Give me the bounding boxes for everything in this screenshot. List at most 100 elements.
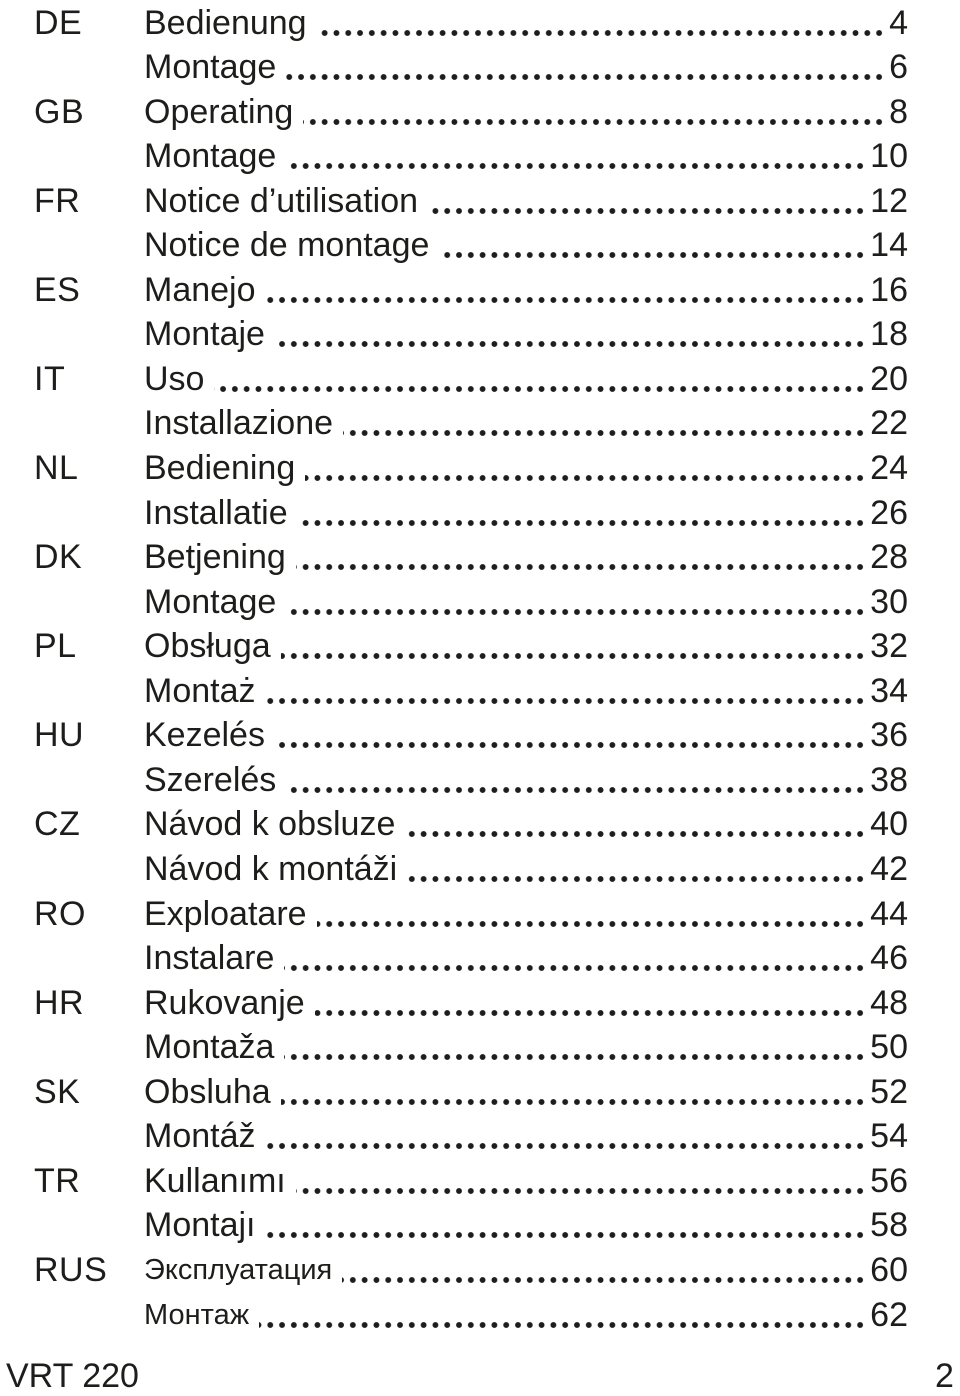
language-code: PL [34, 627, 77, 665]
toc-entry[interactable]: NL Bediening 24 [0, 446, 960, 490]
toc-entry[interactable]: Montaż 34 [0, 669, 960, 713]
dot-leader [266, 1232, 866, 1238]
dot-leader [439, 252, 866, 258]
dot-leader [405, 831, 866, 837]
toc-entry[interactable]: Installatie 26 [0, 491, 960, 535]
dot-leader [275, 742, 866, 748]
section-title[interactable]: Монтаж [144, 1293, 256, 1337]
section-title[interactable]: Installazione [144, 401, 340, 445]
toc-entry[interactable]: HR Rukovanje 48 [0, 981, 960, 1025]
toc-entry[interactable]: ES Manejo 16 [0, 268, 960, 312]
dot-leader [286, 163, 866, 169]
page-number: 10 [868, 134, 908, 178]
page-number: 4 [887, 1, 908, 45]
dot-leader [296, 1188, 866, 1194]
toc-entry[interactable]: Návod k montáži 42 [0, 847, 960, 891]
page-number: 60 [868, 1248, 908, 1292]
section-title[interactable]: Montaje [144, 312, 271, 356]
language-code: RO [34, 895, 86, 933]
page-number: 30 [868, 580, 908, 624]
section-title[interactable]: Betjening [144, 535, 292, 579]
toc-entry[interactable]: Szerelés 38 [0, 758, 960, 802]
section-title[interactable]: Montage [144, 134, 283, 178]
section-title[interactable]: Montage [144, 580, 283, 624]
section-title[interactable]: Kullanımı [144, 1159, 292, 1203]
toc-entry[interactable]: Монтаж 62 [0, 1293, 960, 1337]
page-number: 54 [868, 1114, 908, 1158]
toc-entry[interactable]: RO Exploatare 44 [0, 892, 960, 936]
dot-leader [407, 876, 866, 882]
page-number: 26 [868, 491, 908, 535]
dot-leader [284, 1054, 866, 1060]
section-title[interactable]: Installatie [144, 491, 294, 535]
section-title[interactable]: Montáž [144, 1114, 262, 1158]
page-number: 28 [868, 535, 908, 579]
dot-leader [303, 119, 885, 125]
section-title[interactable]: Montaža [144, 1025, 281, 1069]
section-title[interactable]: Návod k obsluze [144, 802, 402, 846]
toc-entry[interactable]: Instalare 46 [0, 936, 960, 980]
dot-leader [266, 698, 866, 704]
page-number: 50 [868, 1025, 908, 1069]
toc-entry[interactable]: Montaje 18 [0, 312, 960, 356]
page-number: 22 [868, 401, 908, 445]
page-number: 52 [868, 1070, 908, 1114]
language-code: HU [34, 716, 85, 754]
toc-entry[interactable]: TR Kullanımı 56 [0, 1159, 960, 1203]
toc-entry[interactable]: Montajı 58 [0, 1203, 960, 1247]
page-number: 46 [868, 936, 908, 980]
dot-leader [286, 787, 866, 793]
language-code: DK [34, 538, 83, 576]
toc-entry[interactable]: FR Notice d’utilisation 12 [0, 179, 960, 223]
toc-entry[interactable]: DK Betjening 28 [0, 535, 960, 579]
section-title[interactable]: Эксплуатация [144, 1248, 339, 1292]
dot-leader [317, 30, 885, 36]
dot-leader [281, 653, 866, 659]
section-title[interactable]: Exploatare [144, 892, 313, 936]
section-title[interactable]: Bediening [144, 446, 302, 490]
page-number: 8 [887, 90, 908, 134]
toc-entry[interactable]: CZ Návod k obsluze 40 [0, 802, 960, 846]
page-number: 34 [868, 669, 908, 713]
dot-leader [343, 430, 866, 436]
section-title[interactable]: Kezelés [144, 713, 271, 757]
toc-entry[interactable]: DE Bedienung 4 [0, 1, 960, 45]
language-code: FR [34, 182, 81, 220]
section-title[interactable]: Bedienung [144, 1, 313, 45]
toc-entry[interactable]: HU Kezelés 36 [0, 713, 960, 757]
toc-entry[interactable]: Notice de montage 14 [0, 223, 960, 267]
section-title[interactable]: Návod k montáži [144, 847, 404, 891]
section-title[interactable]: Obsługa [144, 624, 277, 668]
page-number: 42 [868, 847, 908, 891]
language-code: RUS [34, 1251, 108, 1289]
language-code: TR [34, 1162, 81, 1200]
toc-entry[interactable]: Montage 30 [0, 580, 960, 624]
section-title[interactable]: Montajı [144, 1203, 262, 1247]
toc-entry[interactable]: GB Operating 8 [0, 90, 960, 134]
toc-entry[interactable]: IT Uso 20 [0, 357, 960, 401]
language-code: IT [34, 360, 66, 398]
toc-entry[interactable]: RUS Эксплуатация 60 [0, 1248, 960, 1292]
section-title[interactable]: Notice de montage [144, 223, 436, 267]
toc-entry[interactable]: Montage 6 [0, 45, 960, 89]
toc-entry[interactable]: PL Obsługa 32 [0, 624, 960, 668]
section-title[interactable]: Operating [144, 90, 300, 134]
section-title[interactable]: Obsluha [144, 1070, 277, 1114]
toc-entry[interactable]: SK Obsluha 52 [0, 1070, 960, 1114]
footer-page-number: 2 [935, 1357, 954, 1395]
toc-entry[interactable]: Montage 10 [0, 134, 960, 178]
section-title[interactable]: Rukovanje [144, 981, 311, 1025]
section-title[interactable]: Notice d’utilisation [144, 179, 425, 223]
section-title[interactable]: Szerelés [144, 758, 283, 802]
page-number: 32 [868, 624, 908, 668]
section-title[interactable]: Uso [144, 357, 211, 401]
page-number: 18 [868, 312, 908, 356]
toc-entry[interactable]: Installazione 22 [0, 401, 960, 445]
section-title[interactable]: Montage [144, 45, 283, 89]
section-title[interactable]: Manejo [144, 268, 262, 312]
dot-leader [305, 475, 866, 481]
toc-entry[interactable]: Montáž 54 [0, 1114, 960, 1158]
section-title[interactable]: Instalare [144, 936, 281, 980]
section-title[interactable]: Montaż [144, 669, 262, 713]
toc-entry[interactable]: Montaža 50 [0, 1025, 960, 1069]
